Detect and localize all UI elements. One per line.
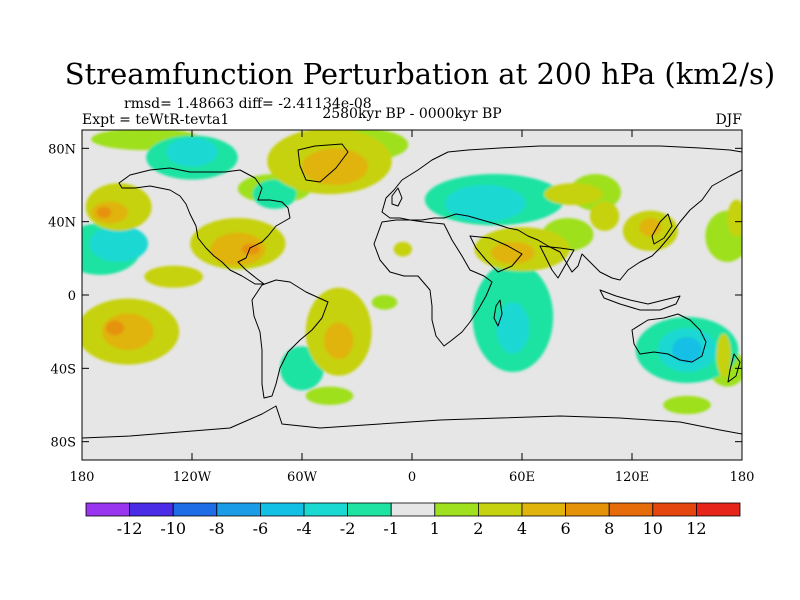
map-background <box>82 130 742 460</box>
period-label: 2580kyr BP - 0000kyr BP <box>322 106 501 122</box>
colorbar-swatch <box>172 502 218 517</box>
coastline-india <box>539 245 575 279</box>
contour-region-pos1 <box>705 210 742 262</box>
contour-region-neg1 <box>252 179 297 209</box>
contour-region-pos4 <box>639 218 662 237</box>
y-tick-label: 40N <box>48 216 76 231</box>
colorbar-swatch <box>129 502 174 517</box>
colorbar-label: -12 <box>117 519 143 538</box>
contour-region-pos1 <box>371 295 398 310</box>
contour-region-pos4 <box>490 241 535 264</box>
coastline-africa <box>373 219 493 347</box>
colorbar-swatch <box>259 502 305 517</box>
colorbar-label: -1 <box>383 519 399 538</box>
coastline-antarctica <box>82 405 742 439</box>
x-tick-label: 180 <box>730 470 755 485</box>
contour-region-pos2 <box>144 265 204 288</box>
contour-region-pos2 <box>544 183 603 206</box>
y-tick-label: 40S <box>51 362 76 377</box>
contour-region-neg2 <box>445 185 526 222</box>
coastline-australia <box>631 313 707 363</box>
colorbar-label: -4 <box>296 519 312 538</box>
colorbar-label: -8 <box>209 519 225 538</box>
contour-region-pos4 <box>210 232 266 266</box>
colorbar-label: 4 <box>517 519 527 538</box>
contour-region-pos2 <box>589 201 620 231</box>
coastline-japan <box>651 213 673 245</box>
colorbar-swatch <box>85 502 130 517</box>
contour-region-neg2 <box>89 225 148 262</box>
y-axis: 80N 40N 0 40S 80S <box>48 142 742 451</box>
coastline-greenland <box>297 143 349 183</box>
colorbar-label: 10 <box>643 519 663 538</box>
colorbar-label: 2 <box>473 519 483 538</box>
contour-region-neg2 <box>496 302 530 354</box>
x-tick-label: 60W <box>287 470 318 485</box>
colorbar-swatch <box>216 502 261 517</box>
contour-region-pos2 <box>727 199 742 237</box>
x-tick-label: 120W <box>173 470 212 485</box>
colorbar-swatch <box>347 502 392 517</box>
contour-region-pos1 <box>305 386 354 406</box>
colorbar-label: 12 <box>686 519 706 538</box>
coastline-new-zealand <box>727 353 741 383</box>
colorbar-swatch <box>565 502 610 517</box>
colorbar-label: 1 <box>430 519 440 538</box>
coastline-eurasia <box>381 145 742 281</box>
colorbar-label: -2 <box>340 519 356 538</box>
coastline-madagascar <box>493 299 503 327</box>
colorbar-swatch <box>390 502 436 517</box>
y-tick-label: 0 <box>68 289 76 304</box>
coastline-north-america <box>118 167 291 285</box>
y-tick-label: 80N <box>48 142 76 157</box>
contour-region-pos6 <box>241 243 260 255</box>
chart-title: Streamfunction Perturbation at 200 hPa (… <box>65 57 775 91</box>
colorbar-swatch <box>696 502 741 517</box>
coastline-uk <box>391 187 403 207</box>
colorbar-swatch <box>521 502 566 517</box>
x-axis: 180 120W 60W 0 60E 120E 180 <box>70 130 755 485</box>
colorbar-label: 8 <box>604 519 614 538</box>
contour-region-neg2 <box>166 137 218 167</box>
stats-label: rmsd= 1.48663 diff= -2.41134e-08 <box>124 96 372 112</box>
colorbar-swatch <box>652 502 697 517</box>
contour-region-pos2 <box>393 241 413 257</box>
experiment-label: Expt = teWtR-tevta1 <box>82 112 229 128</box>
colorbar-label: -10 <box>160 519 186 538</box>
contour-region-pos2 <box>716 333 732 378</box>
coastline-indonesia <box>599 289 681 311</box>
colorbar-label: 6 <box>561 519 571 538</box>
x-tick-label: 60E <box>509 470 535 485</box>
x-tick-label: 180 <box>70 470 95 485</box>
contour-fill-regions <box>82 130 742 415</box>
coastline-arabia <box>469 235 523 273</box>
x-tick-label: 120E <box>615 470 649 485</box>
colorbar-swatch <box>303 502 348 517</box>
x-tick-label: 0 <box>408 470 416 485</box>
coastline-south-america <box>251 279 329 399</box>
contour-region-pos6 <box>105 320 125 336</box>
contour-region-pos4 <box>324 322 354 360</box>
y-tick-label: 80S <box>51 436 76 451</box>
contour-region-neg4 <box>672 337 702 363</box>
contour-region-pos1 <box>663 395 711 415</box>
coastlines <box>82 143 742 439</box>
season-label: DJF <box>715 112 742 128</box>
colorbar: -12 -10 -8 -6 -4 -2 -1 1 2 4 6 8 10 12 <box>85 502 741 538</box>
contour-region-pos4 <box>302 148 368 186</box>
colorbar-label: -6 <box>253 519 269 538</box>
colorbar-swatch <box>434 502 479 517</box>
colorbar-swatch <box>608 502 654 517</box>
colorbar-swatch <box>477 502 523 517</box>
contour-region-pos6 <box>96 207 112 218</box>
